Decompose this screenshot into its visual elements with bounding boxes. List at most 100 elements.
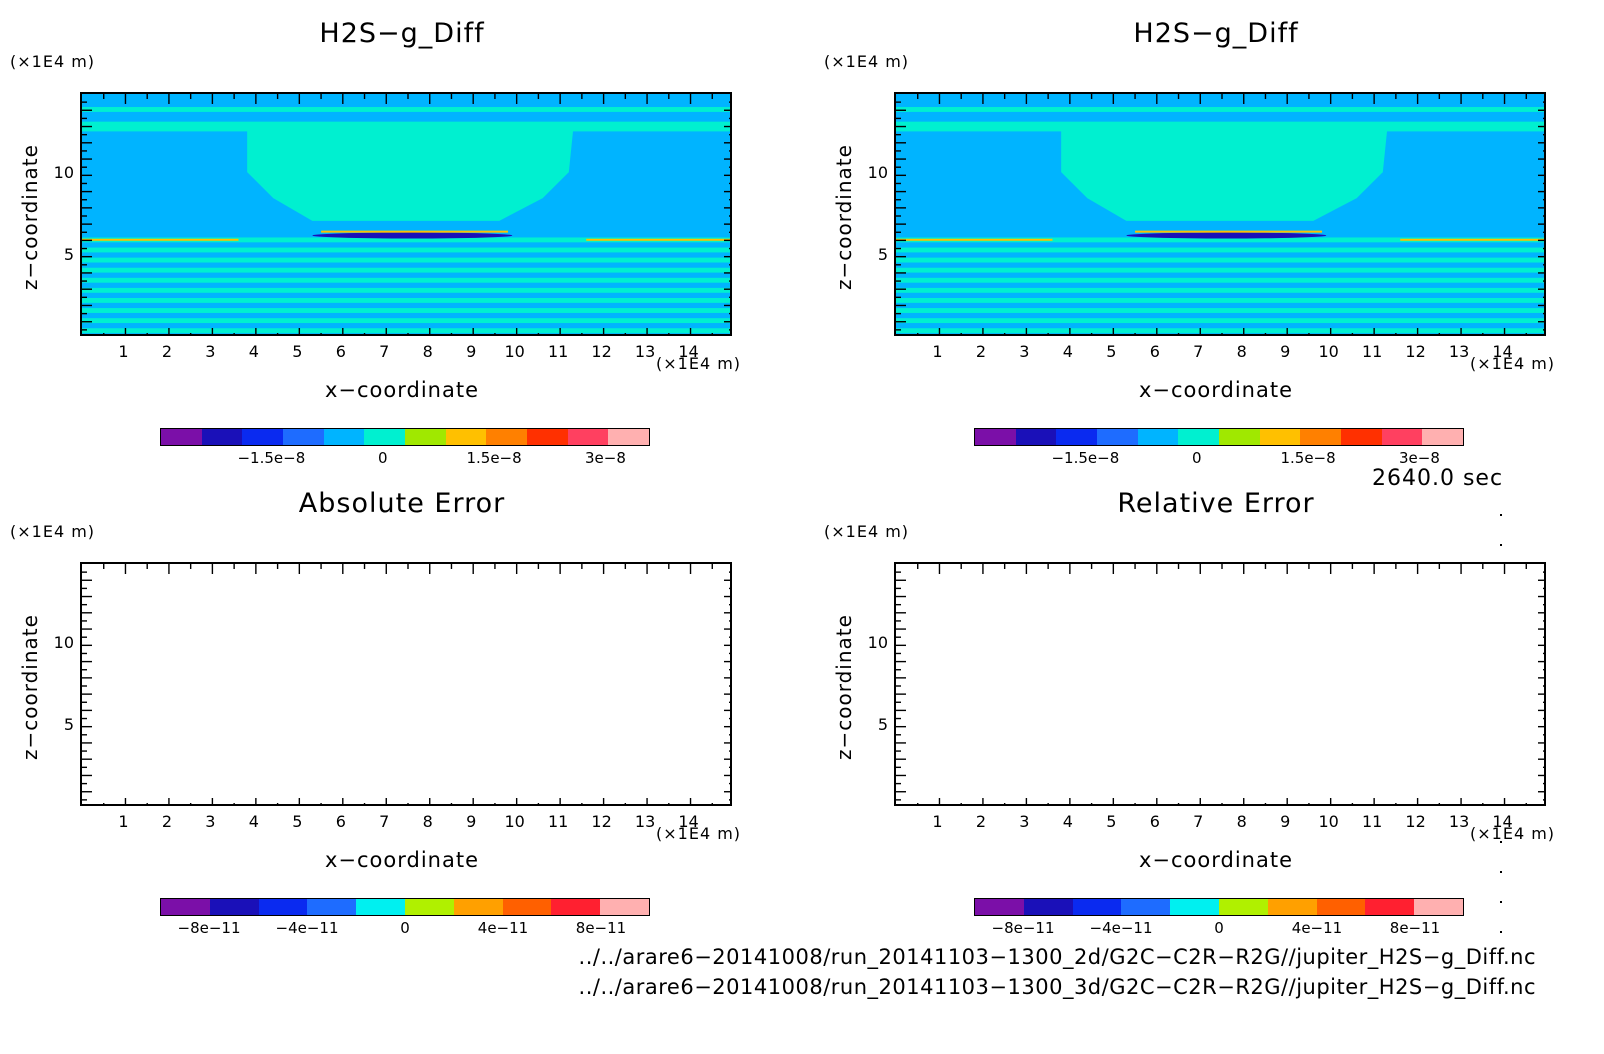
plot-svg (82, 94, 730, 334)
y-tick-label: 5 (63, 714, 74, 734)
colorbar-swatch (975, 429, 1016, 445)
colorbar-swatch (404, 899, 454, 915)
colorbar-tick-label: 1.5e−8 (466, 449, 522, 467)
colorbar (160, 898, 650, 916)
plot-svg (82, 564, 730, 804)
x-tick-label: 2 (161, 342, 173, 361)
colorbar-swatch (1056, 429, 1098, 445)
colorbar-swatch (1341, 429, 1382, 445)
x-tick-label: 7 (1193, 342, 1204, 361)
colorbar-tick-label: 3e−8 (1399, 449, 1440, 467)
marker-dot (1500, 514, 1502, 516)
colorbar-tick-label: −4e−11 (1089, 919, 1153, 937)
x-tick-label: 13 (1448, 812, 1470, 831)
chart-title: H2S−g_Diff (319, 18, 485, 49)
y-unit-label: (×1E4 m) (10, 52, 96, 71)
field-stripe (82, 277, 730, 283)
x-axis-label: x−coordinate (1138, 848, 1294, 872)
colorbar-tick-label: 0 (1214, 919, 1224, 937)
x-tick-label: 12 (1405, 342, 1426, 361)
colorbar-swatch (1414, 899, 1463, 915)
colorbar-tick-label: −1.5e−8 (237, 449, 306, 467)
field-stripe (896, 277, 1544, 283)
colorbar-swatch (356, 899, 405, 915)
colorbar-swatch (486, 429, 528, 445)
x-tick-label: 3 (1019, 342, 1030, 361)
colorbar-tick-label: 4e−11 (477, 919, 529, 937)
x-tick-label: 2 (975, 812, 987, 831)
x-tick-label: 5 (1106, 812, 1117, 831)
field-stripe (82, 267, 730, 273)
field-stripe (82, 308, 730, 313)
field-max-band (896, 238, 1053, 241)
y-axis-label: z−coordinate (18, 144, 42, 290)
colorbar-swatch (600, 899, 649, 915)
x-tick-label: 14 (678, 812, 699, 831)
colorbar-swatch (323, 429, 365, 445)
y-unit-label: (×1E4 m) (824, 522, 910, 541)
field-min-band (1126, 232, 1327, 239)
marker-dot (1500, 544, 1502, 546)
x-tick-label: 12 (591, 812, 612, 831)
y-tick-label: 10 (867, 633, 888, 653)
x-unit-label: (×1E4 m) (1470, 824, 1556, 843)
x-tick-label: 8 (1236, 342, 1247, 361)
x-tick-label: 1 (932, 342, 943, 361)
plot-area (894, 92, 1546, 336)
x-tick-label: 1 (118, 342, 129, 361)
colorbar-swatch (608, 429, 650, 445)
colorbar-swatch (1316, 899, 1366, 915)
colorbar-tick-label: 0 (377, 449, 388, 467)
chart-panel: Relative Error (×1E4 m) z−coordinate 1 2 3 4 5 6… (814, 470, 1604, 940)
colorbar-swatch (527, 429, 568, 445)
x-tick-label: 7 (379, 342, 390, 361)
colorbar-tick-label: −1.5e−8 (1051, 449, 1120, 467)
x-tick-label: 4 (1062, 342, 1073, 361)
x-tick-label: 13 (1448, 342, 1470, 361)
x-axis-label: x−coordinate (324, 378, 480, 402)
x-tick-label: 5 (292, 812, 303, 831)
colorbar-swatch (1072, 899, 1122, 915)
colorbar-tick-label: 0 (1191, 449, 1202, 467)
colorbar-swatch (445, 429, 487, 445)
x-tick-label: 1 (118, 812, 129, 831)
y-unit-label: (×1E4 m) (10, 522, 96, 541)
x-tick-label: 12 (591, 342, 612, 361)
field-max-band (82, 238, 239, 241)
colorbar-swatch (1267, 899, 1317, 915)
x-tick-label: 6 (1149, 812, 1160, 831)
x-tick-label: 3 (1019, 812, 1030, 831)
x-unit-label: (×1E4 m) (1470, 354, 1556, 373)
colorbar-swatch (1219, 429, 1260, 445)
colorbar-swatch (453, 899, 503, 915)
colorbar-swatch (502, 899, 552, 915)
x-tick-label: 14 (1492, 812, 1513, 831)
field-stripe (896, 121, 1544, 132)
colorbar (974, 898, 1464, 916)
x-tick-label: 9 (1280, 342, 1291, 361)
x-tick-label: 11 (547, 342, 569, 361)
x-tick-label: 11 (547, 812, 569, 831)
colorbar-swatch (1170, 899, 1219, 915)
chart-panel: Absolute Error (×1E4 m) z−coordinate 1 2 3 4 5 6… (0, 470, 800, 940)
y-tick-label: 5 (877, 714, 888, 734)
colorbar-swatch (1365, 899, 1415, 915)
x-tick-label: 13 (634, 812, 656, 831)
colorbar-swatch (307, 899, 357, 915)
colorbar-swatch (161, 429, 202, 445)
field-max-band (321, 230, 508, 233)
colorbar-swatch (364, 429, 406, 445)
field-stripe (82, 107, 730, 112)
x-tick-label: 2 (161, 812, 173, 831)
x-tick-label: 9 (1280, 812, 1291, 831)
y-tick-label: 5 (877, 244, 888, 264)
field-stripe (896, 267, 1544, 273)
field-min-band (312, 232, 513, 239)
colorbar-swatch (1121, 899, 1171, 915)
x-tick-label: 7 (1193, 812, 1204, 831)
field-stripe (82, 121, 730, 132)
colorbar-swatch (975, 899, 1024, 915)
colorbar-swatch (258, 899, 308, 915)
field-stripe (82, 257, 730, 263)
colorbar-tick-label: −8e−11 (177, 919, 241, 937)
